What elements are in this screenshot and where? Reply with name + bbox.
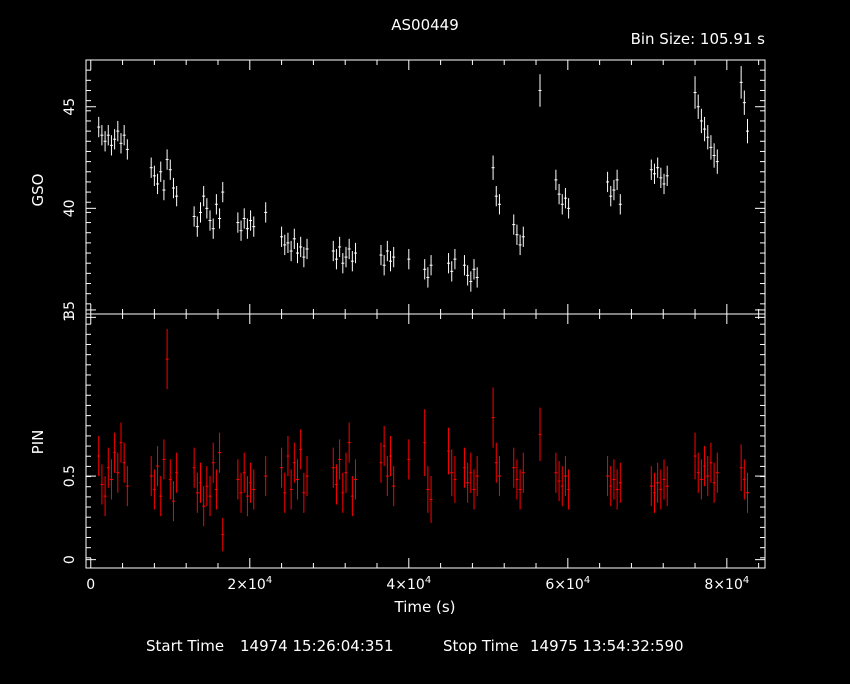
stop-time-value: 14975 13:54:32:590 [530, 637, 684, 655]
start-time-label: Start Time [146, 637, 224, 655]
start-time-value: 14974 15:26:04:351 [240, 637, 394, 655]
time-tick-label: 2×104 [227, 575, 272, 593]
time-tick-label: 8×104 [704, 575, 749, 593]
gso-axis-label: GSO [29, 174, 47, 207]
pin-tick-label: 0 [62, 555, 78, 564]
time-tick-label: 4×104 [386, 575, 431, 593]
gso-tick-label: 40 [62, 199, 78, 217]
time-axis-label: Time (s) [394, 598, 456, 616]
time-tick-label: 0 [86, 577, 95, 593]
gso-panel-frame [86, 60, 765, 314]
gso-data-series [97, 66, 749, 292]
time-axis: 0 2×104 4×104 6×104 8×104 [86, 575, 749, 593]
stop-time-label: Stop Time [443, 637, 519, 655]
pin-tick-label: 0.5 [62, 465, 78, 487]
bin-size-label: Bin Size: 105.91 s [631, 30, 766, 48]
pin-axis-label: PIN [29, 430, 47, 455]
gso-tick-label: 45 [62, 98, 78, 116]
pin-tick-label: 1 [62, 313, 78, 322]
pin-panel-frame [86, 314, 765, 568]
time-tick-label: 6×104 [545, 575, 590, 593]
chart-title: AS00449 [391, 16, 459, 34]
pin-data-series [97, 329, 749, 551]
